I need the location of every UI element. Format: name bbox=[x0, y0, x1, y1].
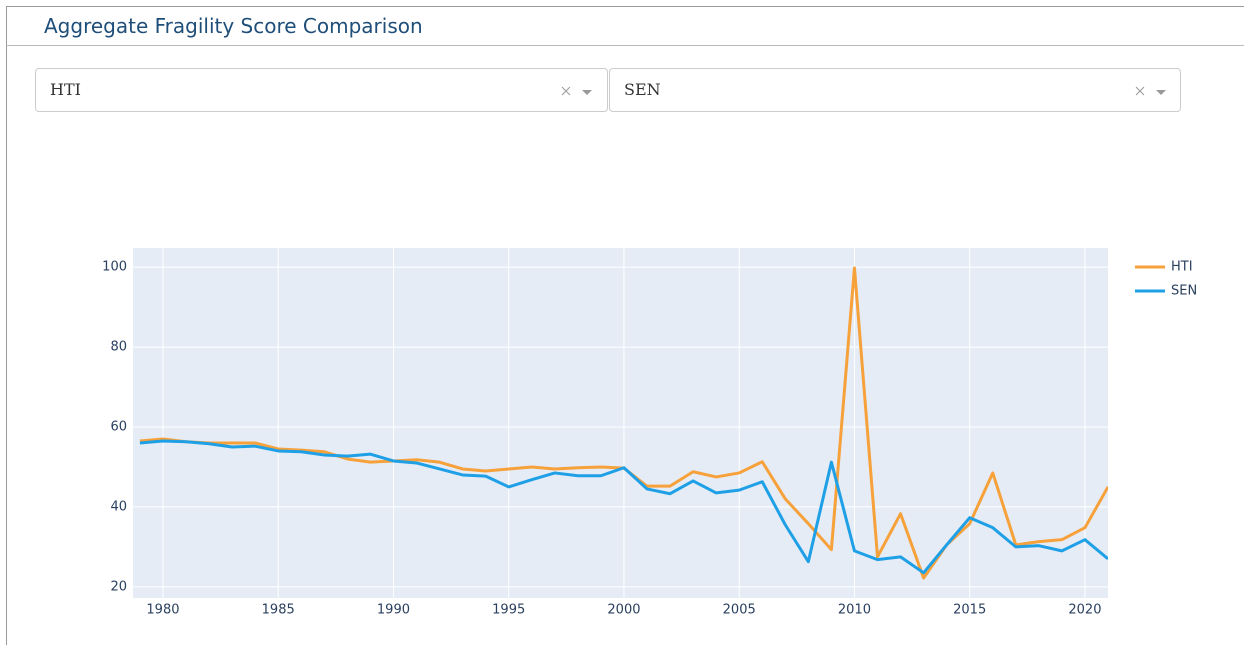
dropdown-icons[interactable] bbox=[556, 83, 596, 99]
y-tick-label: 20 bbox=[110, 579, 127, 594]
line bbox=[139, 439, 1108, 575]
page-title: Aggregate Fragility Score Comparison bbox=[44, 14, 423, 38]
y-tick-label: 60 bbox=[110, 419, 127, 434]
x-tick-label: 2015 bbox=[953, 603, 986, 618]
frame bbox=[6, 6, 1244, 7]
divider bbox=[6, 45, 1244, 46]
y-tick-label: 80 bbox=[110, 340, 127, 355]
dropdown[interactable]: HTI bbox=[35, 68, 608, 112]
legend-label: SEN bbox=[1171, 284, 1197, 299]
x-tick-label: 2005 bbox=[723, 603, 756, 618]
x-tick-label: 1980 bbox=[146, 603, 179, 618]
legend-label: HTI bbox=[1171, 260, 1193, 275]
y-tick-label: 40 bbox=[110, 499, 127, 514]
dropdown-value: HTI bbox=[50, 80, 81, 99]
dropdown-icons[interactable] bbox=[1130, 83, 1170, 99]
x-tick-label: 1990 bbox=[377, 603, 410, 618]
y-tick-label: 100 bbox=[102, 260, 127, 275]
x-tick-label: 2020 bbox=[1068, 603, 1101, 618]
plot-area bbox=[133, 248, 1108, 598]
dropdown[interactable]: SEN bbox=[609, 68, 1181, 112]
frame bbox=[6, 6, 7, 645]
x-tick-label: 2000 bbox=[607, 603, 640, 618]
x-tick-label: 1985 bbox=[262, 603, 295, 618]
dropdown-value: SEN bbox=[624, 80, 661, 99]
x-tick-label: 1995 bbox=[492, 603, 525, 618]
x-tick-label: 2010 bbox=[838, 603, 871, 618]
